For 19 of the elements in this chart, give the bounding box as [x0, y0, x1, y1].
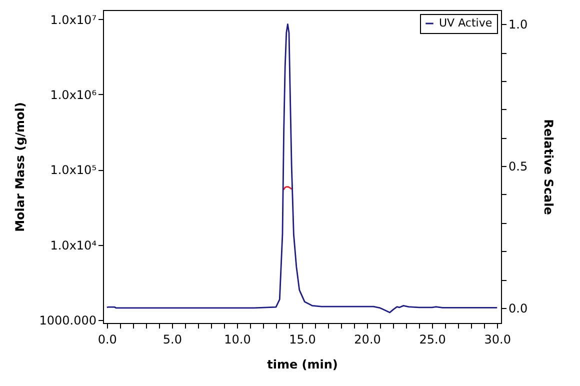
x-axis-title: time (min)	[267, 358, 338, 372]
x-tick-label: 30.0	[484, 332, 511, 346]
y-tick-label: 1.0x10⁷	[50, 12, 97, 27]
x-tick-label: 25.0	[419, 332, 446, 346]
x-tick-label: 10.0	[224, 332, 251, 346]
x-tick-label: 20.0	[354, 332, 381, 346]
x-tick-label: 5.0	[162, 332, 182, 346]
y2-tick-label: 1.0	[508, 18, 528, 32]
y2-tick-label: 0.0	[508, 301, 528, 316]
y2-tick-label: 0.5	[508, 160, 528, 174]
x-tick-label: 15.0	[289, 332, 316, 346]
y-tick-label: 1.0x10⁵	[50, 163, 97, 178]
y-tick-label: 1.0x10⁴	[50, 238, 97, 252]
y-tick-label: 1.0x10⁶	[50, 88, 97, 102]
y2-axis-title: Relative Scale	[542, 119, 556, 215]
y-axis-title: Molar Mass (g/mol)	[13, 102, 28, 232]
x-tick-label: 0.0	[98, 332, 117, 346]
y-tick-label: 1000.000	[39, 313, 96, 328]
legend-label: UV Active	[439, 16, 492, 30]
